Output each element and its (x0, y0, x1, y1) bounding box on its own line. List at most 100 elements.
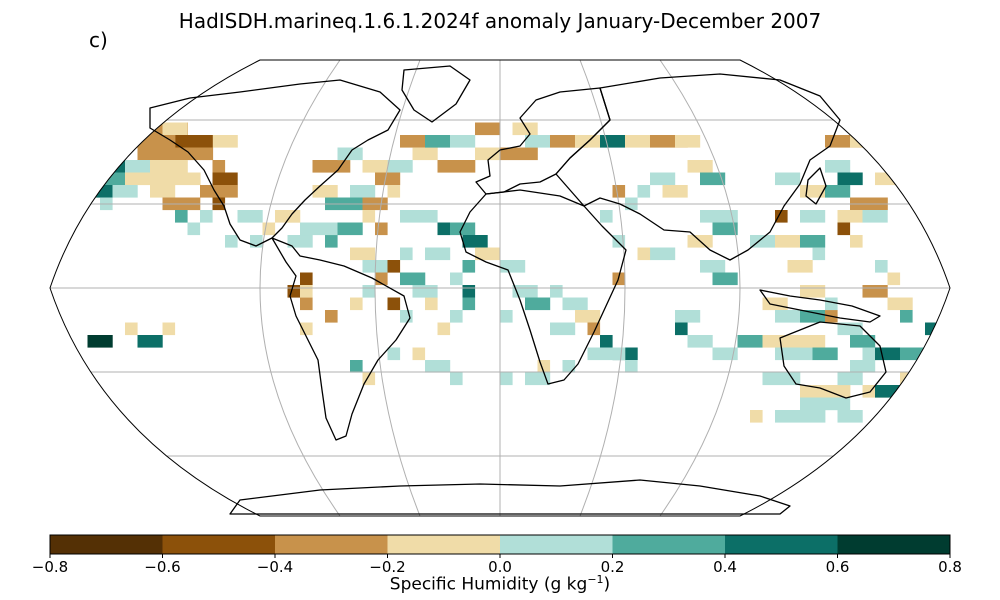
colorbar-segment (612, 535, 726, 554)
anomaly-cell (400, 310, 413, 323)
anomaly-cell (412, 285, 426, 298)
anomaly-cell (300, 322, 313, 336)
anomaly-cell (750, 410, 763, 423)
anomaly-cell (475, 147, 501, 161)
anomaly-cell (212, 172, 238, 186)
anomaly-cell (437, 222, 451, 236)
anomaly-cell (762, 297, 788, 311)
anomaly-cell (300, 222, 338, 236)
panel-label: c) (89, 28, 108, 52)
anomaly-cell (500, 260, 526, 273)
anomaly-cell (300, 297, 313, 311)
anomaly-cell (500, 372, 513, 386)
anomaly-cell (775, 410, 826, 423)
anomaly-cell (287, 235, 313, 248)
anomaly-cell (600, 210, 613, 223)
anomaly-cell (62, 185, 88, 198)
anomaly-cell (187, 222, 201, 236)
anomaly-cell (412, 147, 438, 161)
colorbar-label-end: ) (603, 574, 611, 595)
anomaly-cell (925, 360, 938, 373)
anomaly-cell (875, 385, 901, 398)
anomaly-cell (237, 210, 263, 223)
anomaly-cell (737, 335, 763, 348)
anomaly-cell (825, 160, 851, 173)
anomaly-cell (787, 260, 813, 273)
anomaly-cell (700, 210, 738, 223)
anomaly-cell (762, 335, 801, 348)
anomaly-cell (425, 210, 438, 223)
anomaly-cell (825, 297, 838, 311)
anomaly-cell (650, 172, 676, 186)
coast-south-america (271, 237, 411, 441)
anomaly-cell (387, 260, 401, 273)
anomaly-cell (837, 222, 851, 236)
anomaly-cell (450, 310, 463, 323)
colorbar-tick-label: −0.2 (369, 558, 406, 576)
anomaly-cell (912, 385, 926, 398)
anomaly-cell (562, 360, 576, 373)
colorbar-tick-label: 0.2 (600, 558, 625, 576)
anomaly-cell (387, 347, 401, 361)
anomaly-cell (812, 247, 826, 261)
anomaly-cell (900, 372, 926, 386)
anomaly-cell (125, 322, 138, 336)
colorbar-tick-label: 0.4 (713, 558, 737, 576)
anomaly-cell (875, 147, 901, 161)
anomaly-cell (112, 185, 138, 198)
anomaly-cell (887, 297, 913, 311)
anomaly-cell (387, 185, 401, 198)
anomaly-cell (712, 222, 738, 236)
anomaly-cell (850, 360, 876, 373)
coast-japan (805, 167, 827, 205)
coast-australia (779, 321, 887, 399)
colorbar-tick-marks (49, 554, 951, 558)
anomaly-cell (887, 272, 901, 286)
anomaly-cell (775, 235, 801, 248)
anomaly-cell (775, 310, 801, 323)
anomaly-cell (637, 247, 651, 261)
anomaly-cell (625, 135, 651, 148)
anomaly-cell (900, 310, 913, 323)
anomaly-cell (75, 172, 126, 186)
anomaly-cell (325, 310, 338, 323)
anomaly-cell (500, 147, 538, 161)
anomaly-cell (700, 172, 726, 186)
anomaly-cell (687, 160, 713, 173)
anomaly-cell (762, 372, 801, 386)
anomaly-cell (900, 172, 926, 186)
anomaly-cell (675, 135, 701, 148)
anomaly-cell (800, 285, 826, 298)
map-outline (49, 59, 951, 517)
anomaly-cell (212, 160, 226, 173)
colorbar-segment (50, 535, 163, 554)
anomaly-cell (325, 235, 338, 248)
coast-antarctica (229, 479, 791, 515)
colorbar-label: Specific Humidity (g kg−1) (0, 573, 1000, 595)
coast-indonesia (759, 289, 881, 323)
anomaly-cell (175, 210, 188, 223)
colorbar-label-text: Specific Humidity (g kg (389, 574, 588, 595)
anomaly-cell (712, 347, 738, 361)
anomaly-cell (462, 235, 488, 248)
anomaly-cell (825, 397, 851, 411)
anomaly-cell (562, 297, 588, 311)
anomaly-cell (662, 185, 688, 198)
anomaly-cell (812, 347, 838, 361)
anomaly-cell (350, 360, 363, 373)
anomaly-cell (775, 347, 813, 361)
colorbar-tick-label: −0.4 (256, 558, 294, 576)
anomaly-cell (850, 135, 888, 148)
colorbar-tick-label: −0.6 (144, 558, 181, 576)
anomaly-cell (875, 347, 901, 361)
anomaly-cell (700, 260, 726, 273)
anomaly-cell (675, 322, 688, 336)
anomaly-cell (687, 335, 713, 348)
anomaly-cell (437, 160, 476, 173)
anomaly-cell (300, 272, 313, 286)
colorbar-tick-label: 0.8 (938, 558, 962, 576)
anomaly-cell (425, 135, 451, 148)
colorbar-segment (387, 535, 501, 554)
anomaly-cell (525, 372, 551, 386)
anomaly-cell (612, 235, 626, 248)
